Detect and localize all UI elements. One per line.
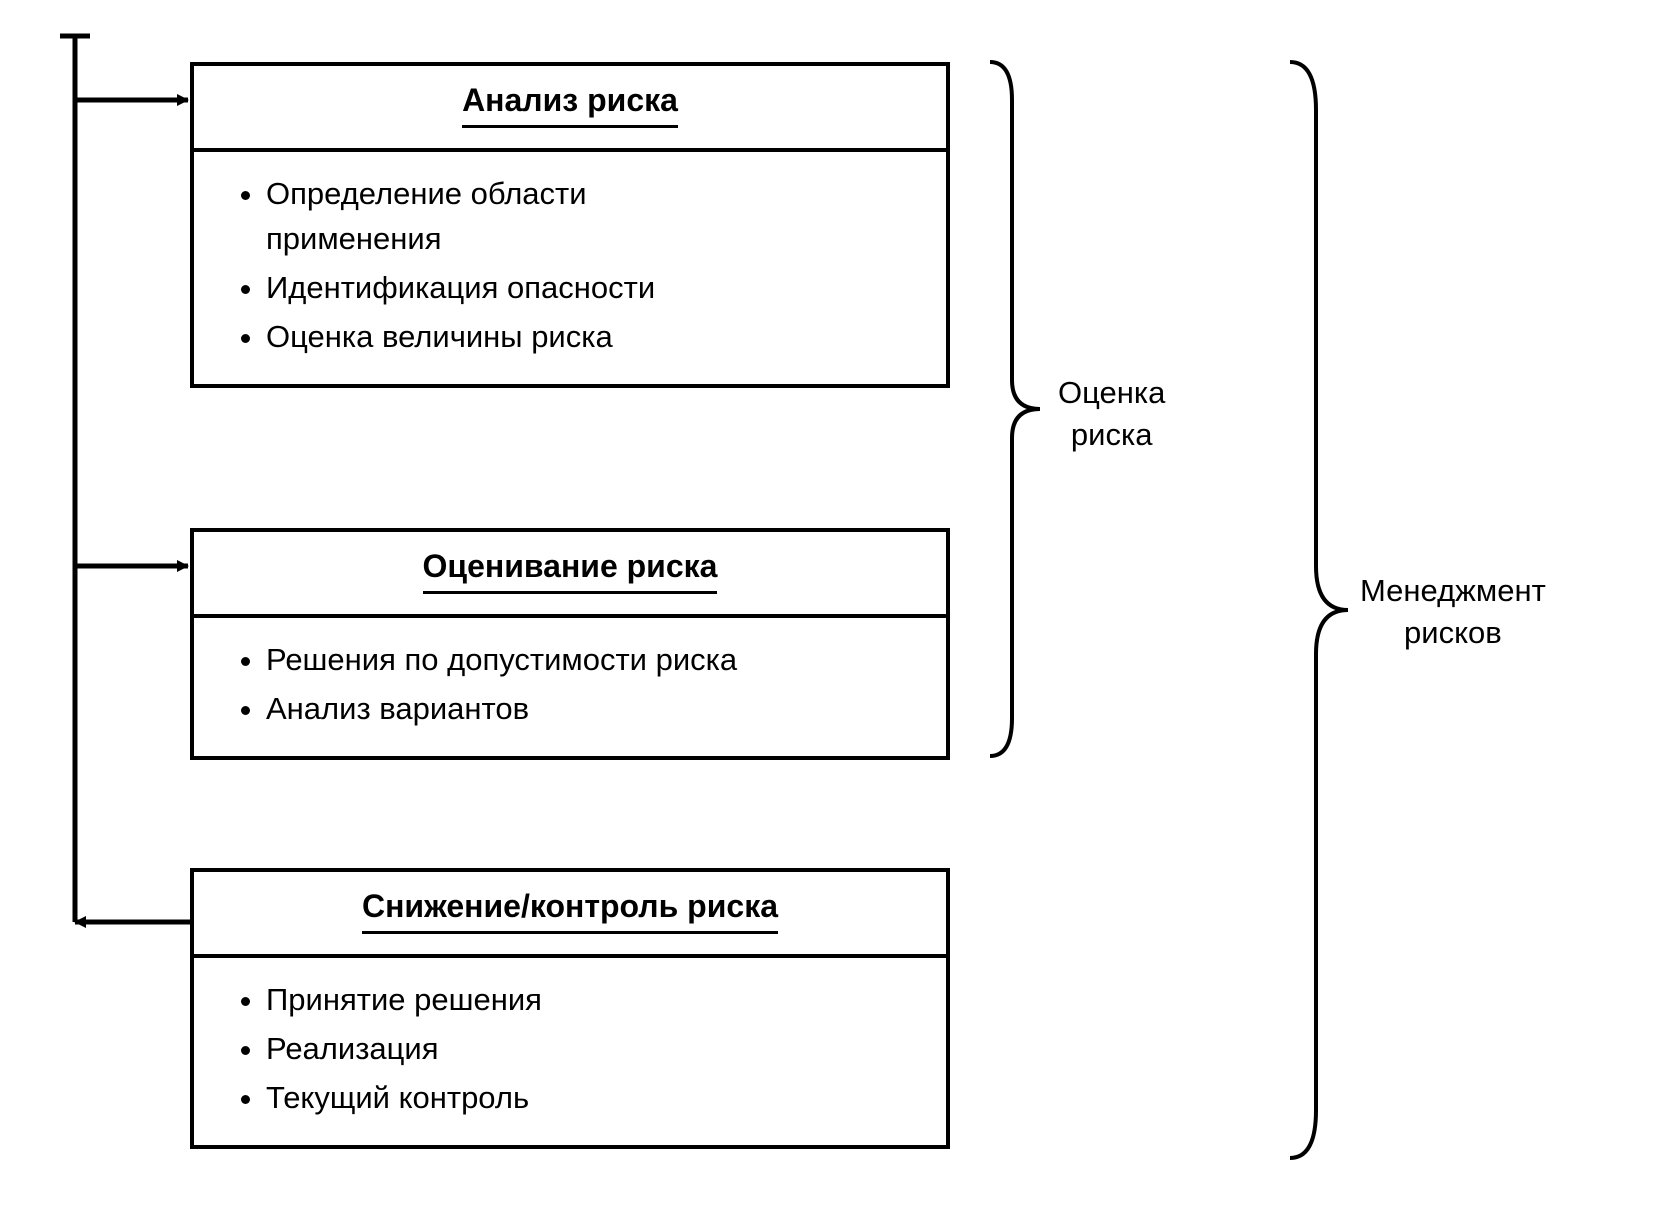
box-control: Снижение/контроль риска Принятие решения…	[190, 868, 950, 1149]
brace-management-label: Менеджмент рисков	[1360, 570, 1546, 654]
brace-assessment	[990, 62, 1040, 756]
box-control-header: Снижение/контроль риска	[194, 872, 946, 958]
box-evaluation-header: Оценивание риска	[194, 532, 946, 618]
list-item: Решения по допустимости риска	[266, 636, 918, 685]
list-item: Определение области применения	[266, 170, 686, 264]
brace-assessment-line2: риска	[1071, 417, 1153, 452]
brace-management-line2: рисков	[1404, 615, 1502, 650]
brace-management-line1: Менеджмент	[1360, 573, 1546, 608]
box-control-body: Принятие решения Реализация Текущий конт…	[194, 958, 946, 1145]
list-item: Анализ вариантов	[266, 685, 918, 734]
box-control-title: Снижение/контроль риска	[362, 888, 778, 934]
box-analysis-title: Анализ риска	[462, 82, 678, 128]
box-evaluation-title: Оценивание риска	[423, 548, 718, 594]
list-item: Реализация	[266, 1025, 918, 1074]
box-analysis-header: Анализ риска	[194, 66, 946, 152]
box-evaluation: Оценивание риска Решения по допустимости…	[190, 528, 950, 760]
box-evaluation-body: Решения по допустимости риска Анализ вар…	[194, 618, 946, 756]
risk-management-diagram: Анализ риска Определение области примене…	[0, 0, 1660, 1215]
box-analysis: Анализ риска Определение области примене…	[190, 62, 950, 388]
brace-assessment-line1: Оценка	[1058, 375, 1165, 410]
brace-assessment-label: Оценка риска	[1058, 372, 1165, 456]
box-analysis-body: Определение области применения Идентифик…	[194, 152, 946, 384]
list-item: Текущий контроль	[266, 1074, 918, 1123]
feedback-arrows	[60, 36, 190, 922]
list-item: Оценка величины риска	[266, 313, 918, 362]
list-item: Принятие решения	[266, 976, 918, 1025]
brace-management	[1290, 62, 1348, 1158]
list-item: Идентификация опасности	[266, 264, 918, 313]
